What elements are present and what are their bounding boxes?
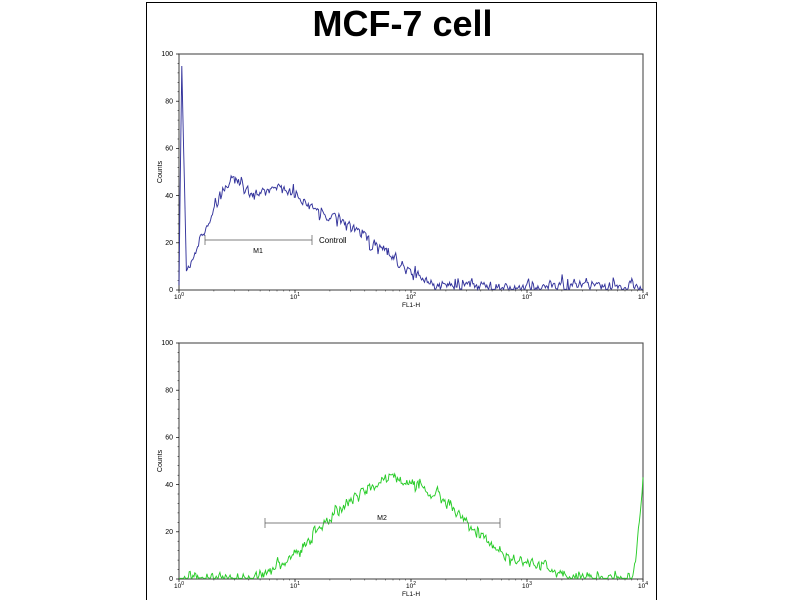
svg-text:60: 60 [165, 435, 173, 442]
svg-text:0: 0 [169, 576, 173, 583]
svg-text:80: 80 [165, 98, 173, 105]
svg-text:FL1-H: FL1-H [402, 302, 420, 309]
svg-text:20: 20 [165, 529, 173, 536]
svg-text:40: 40 [165, 193, 173, 200]
svg-text:Controll: Controll [319, 236, 347, 245]
svg-text:M2: M2 [377, 515, 387, 522]
svg-text:FL1-H: FL1-H [402, 591, 420, 598]
svg-text:80: 80 [165, 387, 173, 394]
svg-text:Counts: Counts [157, 160, 164, 183]
svg-text:20: 20 [165, 240, 173, 247]
svg-text:100: 100 [161, 51, 173, 58]
svg-text:100: 100 [161, 340, 173, 347]
svg-text:M1: M1 [253, 248, 263, 255]
svg-text:0: 0 [169, 287, 173, 294]
svg-text:Counts: Counts [157, 449, 164, 472]
svg-text:40: 40 [165, 482, 173, 489]
svg-text:60: 60 [165, 146, 173, 153]
